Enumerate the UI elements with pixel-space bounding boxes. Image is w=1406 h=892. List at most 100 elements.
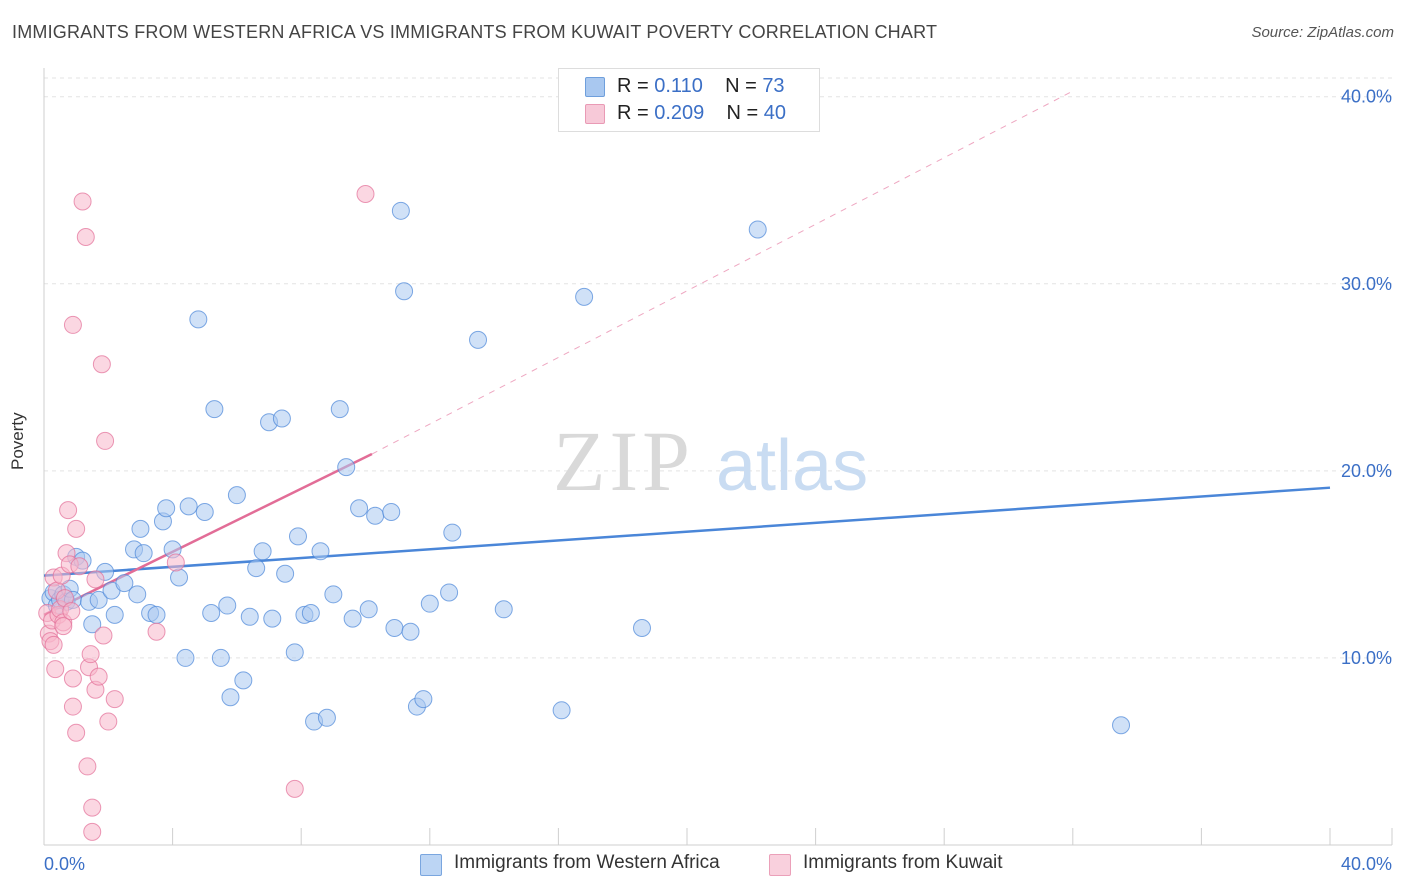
point-kuwait: [285, 779, 304, 798]
point-western-africa: [128, 585, 147, 604]
point-kuwait: [54, 617, 73, 636]
y-axis-label: Poverty: [8, 412, 27, 470]
bottom-legend-swatch: [420, 854, 442, 876]
point-kuwait: [44, 635, 63, 654]
point-kuwait: [99, 712, 118, 731]
point-kuwait: [62, 602, 81, 621]
point-western-africa: [401, 622, 420, 641]
point-kuwait: [92, 355, 111, 374]
point-western-africa: [276, 564, 295, 583]
point-western-africa: [89, 590, 108, 609]
point-western-africa: [350, 499, 369, 518]
axes: [43, 68, 1392, 846]
point-western-africa: [337, 458, 356, 477]
point-western-africa: [382, 503, 401, 522]
grid: [43, 77, 1393, 845]
point-western-africa: [440, 583, 459, 602]
point-kuwait: [83, 798, 102, 817]
point-western-africa: [632, 618, 651, 637]
point-kuwait: [81, 645, 100, 664]
point-kuwait: [70, 557, 89, 576]
point-western-africa: [385, 618, 404, 637]
point-western-africa: [234, 671, 253, 690]
legend-n-value: 73: [762, 75, 785, 97]
point-western-africa: [395, 282, 414, 301]
point-western-africa: [330, 400, 349, 419]
data-points: [38, 184, 1131, 841]
legend-swatch-kuwait: [585, 104, 605, 124]
legend-text: R = 0.209 N = 40: [617, 102, 787, 124]
y-tick-label: 40.0%: [1341, 87, 1392, 107]
point-western-africa: [170, 568, 189, 587]
legend-text: R = 0.110 N = 73: [617, 75, 785, 97]
point-western-africa: [1112, 716, 1131, 735]
point-western-africa: [494, 600, 513, 619]
point-western-africa: [311, 542, 330, 561]
x-tick-label: 40.0%: [1341, 854, 1392, 874]
point-western-africa: [157, 499, 176, 518]
point-western-africa: [288, 527, 307, 546]
point-western-africa: [748, 220, 767, 239]
y-tick-label: 30.0%: [1341, 274, 1392, 294]
watermark: ZIP atlas: [553, 413, 868, 509]
bottom-legend-label: Immigrants from Kuwait: [803, 852, 1003, 873]
point-kuwait: [96, 431, 115, 450]
point-kuwait: [63, 669, 82, 688]
point-western-africa: [147, 605, 166, 624]
point-kuwait: [73, 192, 92, 211]
tick-labels: 10.0% 20.0% 30.0% 40.0% 0.0% 40.0%: [44, 87, 1392, 874]
legend: R = 0.110 N = 73 R = 0.209 N = 40: [558, 68, 820, 132]
trend-lines: [43, 90, 1331, 617]
point-western-africa: [218, 596, 237, 615]
point-western-africa: [227, 486, 246, 505]
point-western-africa: [247, 559, 266, 578]
point-kuwait: [86, 570, 105, 589]
trend-line-kuwait: [43, 452, 373, 617]
point-kuwait: [63, 315, 82, 334]
point-western-africa: [240, 607, 259, 626]
point-western-africa: [221, 688, 240, 707]
x-tick-label: 0.0%: [44, 854, 85, 874]
point-kuwait: [83, 822, 102, 841]
point-kuwait: [105, 690, 124, 709]
point-western-africa: [211, 648, 230, 667]
y-tick-label: 10.0%: [1341, 648, 1392, 668]
point-western-africa: [115, 574, 134, 593]
point-western-africa: [301, 604, 320, 623]
point-kuwait: [63, 697, 82, 716]
point-western-africa: [391, 201, 410, 220]
point-western-africa: [253, 542, 272, 561]
point-western-africa: [83, 615, 102, 634]
watermark-zip: ZIP: [553, 413, 694, 509]
point-western-africa: [414, 690, 433, 709]
y-tick-label: 20.0%: [1341, 461, 1392, 481]
point-western-africa: [443, 523, 462, 542]
point-kuwait: [94, 626, 113, 645]
chart-title: IMMIGRANTS FROM WESTERN AFRICA VS IMMIGR…: [12, 22, 938, 42]
point-western-africa: [359, 600, 378, 619]
trend-extension-kuwait: [371, 90, 1074, 455]
point-western-africa: [324, 585, 343, 604]
point-western-africa: [285, 643, 304, 662]
point-western-africa: [131, 519, 150, 538]
chart-source: Source: ZipAtlas.com: [1251, 24, 1394, 41]
legend-r-value: 0.110: [654, 75, 703, 97]
point-western-africa: [263, 609, 282, 628]
point-western-africa: [176, 648, 195, 667]
watermark-atlas: atlas: [716, 426, 868, 506]
point-kuwait: [67, 519, 86, 538]
point-kuwait: [46, 660, 65, 679]
point-western-africa: [469, 330, 488, 349]
point-kuwait: [67, 723, 86, 742]
point-western-africa: [272, 409, 291, 428]
point-western-africa: [420, 594, 439, 613]
point-kuwait: [356, 184, 375, 203]
point-western-africa: [105, 605, 124, 624]
legend-r-value: 0.209: [654, 102, 705, 124]
point-western-africa: [179, 497, 198, 516]
legend-swatch-western-africa: [585, 77, 605, 97]
point-western-africa: [343, 609, 362, 628]
bottom-legend-label: Immigrants from Western Africa: [454, 852, 720, 873]
point-kuwait: [59, 501, 78, 520]
